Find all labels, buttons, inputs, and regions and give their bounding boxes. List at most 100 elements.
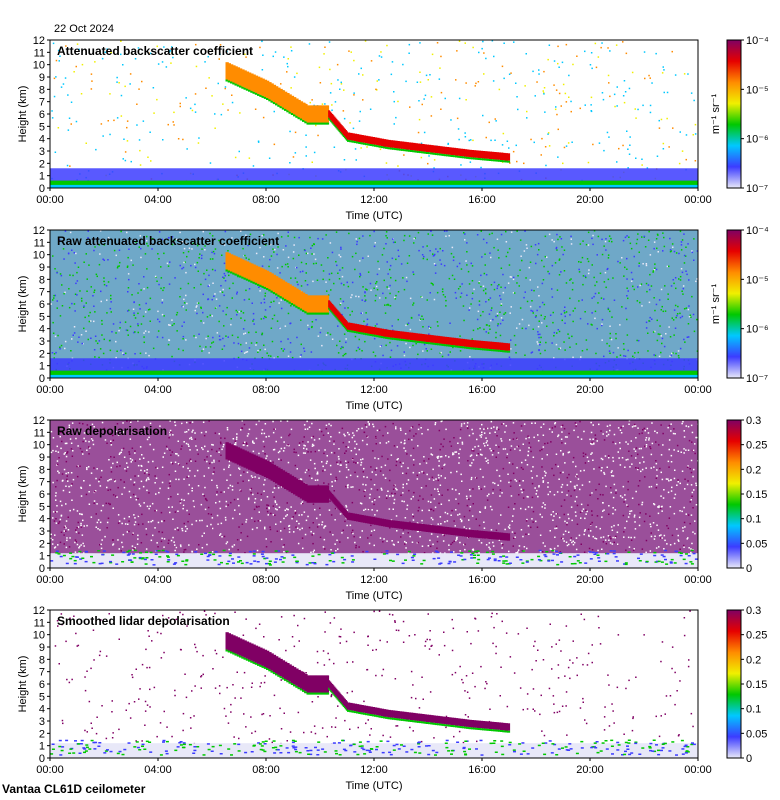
x-tick-label: 20:00 (576, 574, 604, 586)
date-label: 22 Oct 2024 (54, 23, 114, 35)
y-tick-label: 2 (39, 348, 45, 360)
x-tick-label: 08:00 (252, 764, 280, 776)
x-tick-label: 12:00 (360, 574, 388, 586)
x-tick-label: 20:00 (576, 384, 604, 396)
y-tick-label: 1 (39, 741, 45, 753)
colorbar: 10⁻⁷ 10⁻⁶ 10⁻⁵ 10⁻⁴ m⁻¹ sr⁻¹ (710, 225, 769, 385)
x-tick-label: 04:00 (144, 574, 172, 586)
y-axis-label: Height (km) (17, 656, 29, 713)
y-tick-label: 5 (39, 311, 45, 323)
x-tick-label: 04:00 (144, 194, 172, 206)
x-axis-label: Time (UTC) (345, 590, 402, 602)
colorbar: 0 0.05 0.1 0.15 0.2 0.25 0.3 (726, 415, 767, 575)
x-tick-label: 00:00 (36, 194, 64, 206)
y-tick-label: 6 (39, 679, 45, 691)
colorbar-tick-label: 10⁻⁵ (746, 84, 769, 96)
y-tick-label: 5 (39, 121, 45, 133)
x-tick-label: 00:00 (684, 574, 712, 586)
y-axis-label: Height (km) (17, 276, 29, 333)
y-tick-label: 10 (33, 60, 45, 72)
y-tick-label: 12 (33, 415, 45, 427)
cloud-layer (225, 62, 511, 163)
y-tick-label: 8 (39, 274, 45, 286)
y-tick-label: 12 (33, 605, 45, 617)
y-tick-label: 7 (39, 97, 45, 109)
x-tick-label: 12:00 (360, 384, 388, 396)
x-tick-label: 12:00 (360, 194, 388, 206)
y-tick-label: 2 (39, 158, 45, 170)
x-tick-label: 00:00 (684, 764, 712, 776)
y-tick-label: 2 (39, 538, 45, 550)
y-tick-label: 5 (39, 691, 45, 703)
y-tick-label: 4 (39, 704, 45, 716)
y-tick-label: 4 (39, 324, 45, 336)
y-tick-label: 11 (34, 237, 45, 249)
y-tick-label: 4 (39, 514, 45, 526)
boundary-layer-band (50, 549, 698, 568)
y-tick-label: 11 (34, 427, 45, 439)
cloud-layer (225, 252, 511, 353)
y-tick-label: 9 (39, 452, 45, 464)
colorbar-tick-label: 0 (746, 753, 752, 765)
y-tick-label: 1 (39, 551, 45, 563)
y-tick-label: 7 (39, 667, 45, 679)
y-tick-label: 9 (39, 642, 45, 654)
x-tick-label: 00:00 (684, 384, 712, 396)
y-tick-label: 8 (39, 84, 45, 96)
panel-title: Attenuated backscatter coefficient (57, 44, 253, 58)
x-tick-label: 08:00 (252, 194, 280, 206)
y-tick-label: 5 (39, 501, 45, 513)
y-tick-label: 9 (39, 262, 45, 274)
x-tick-label: 00:00 (36, 384, 64, 396)
colorbar-tick-label: 0.05 (746, 538, 767, 550)
colorbar: 0 0.05 0.1 0.15 0.2 0.25 0.3 (726, 605, 767, 765)
colorbar-tick-label: 10⁻⁴ (746, 225, 769, 237)
colorbar-tick-label: 0.15 (746, 679, 767, 691)
x-axis-label: Time (UTC) (345, 400, 402, 412)
colorbar-tick-label: 0.15 (746, 489, 767, 501)
colorbar-tick-label: 0.2 (746, 464, 761, 476)
x-tick-label: 04:00 (144, 384, 172, 396)
y-tick-label: 11 (34, 617, 45, 629)
y-tick-label: 4 (39, 134, 45, 146)
x-tick-label: 08:00 (252, 574, 280, 586)
colorbar-tick-label: 0.05 (746, 728, 767, 740)
y-tick-label: 1 (39, 361, 45, 373)
colorbar-tick-label: 10⁻⁴ (746, 35, 769, 47)
y-tick-label: 11 (34, 47, 45, 59)
y-tick-label: 0 (39, 563, 45, 575)
y-tick-label: 3 (39, 336, 45, 348)
x-tick-label: 16:00 (468, 574, 496, 586)
y-tick-label: 7 (39, 477, 45, 489)
heatmap-3 (50, 420, 698, 568)
colorbar-tick-label: 0.3 (746, 415, 761, 427)
boundary-layer-band (50, 739, 698, 758)
colorbar-tick-label: 0.3 (746, 605, 761, 617)
y-tick-label: 9 (39, 72, 45, 84)
y-axis-label: Height (km) (17, 466, 29, 523)
y-tick-label: 10 (33, 250, 45, 262)
colorbar-tick-label: 10⁻⁶ (746, 134, 769, 146)
boundary-layer-band (50, 358, 698, 378)
colorbar-tick-label: 0.1 (746, 514, 761, 526)
y-tick-label: 10 (33, 630, 45, 642)
y-axis-label: Height (km) (17, 86, 29, 143)
y-tick-label: 0 (39, 373, 45, 385)
heatmap-2 (50, 230, 698, 378)
x-tick-label: 20:00 (576, 764, 604, 776)
cloud-layer (225, 442, 511, 541)
x-tick-label: 12:00 (360, 764, 388, 776)
colorbar-unit: m⁻¹ sr⁻¹ (710, 284, 722, 325)
y-tick-label: 8 (39, 654, 45, 666)
y-tick-label: 3 (39, 716, 45, 728)
cloud-layer (225, 632, 511, 733)
boundary-layer-band (50, 168, 698, 188)
x-tick-label: 00:00 (36, 764, 64, 776)
colorbar-tick-label: 10⁻⁷ (746, 183, 768, 195)
heatmap-1 (50, 40, 698, 188)
y-tick-label: 3 (39, 526, 45, 538)
colorbar-tick-label: 0.1 (746, 704, 761, 716)
y-tick-label: 0 (39, 183, 45, 195)
colorbar-tick-label: 10⁻⁵ (746, 274, 769, 286)
